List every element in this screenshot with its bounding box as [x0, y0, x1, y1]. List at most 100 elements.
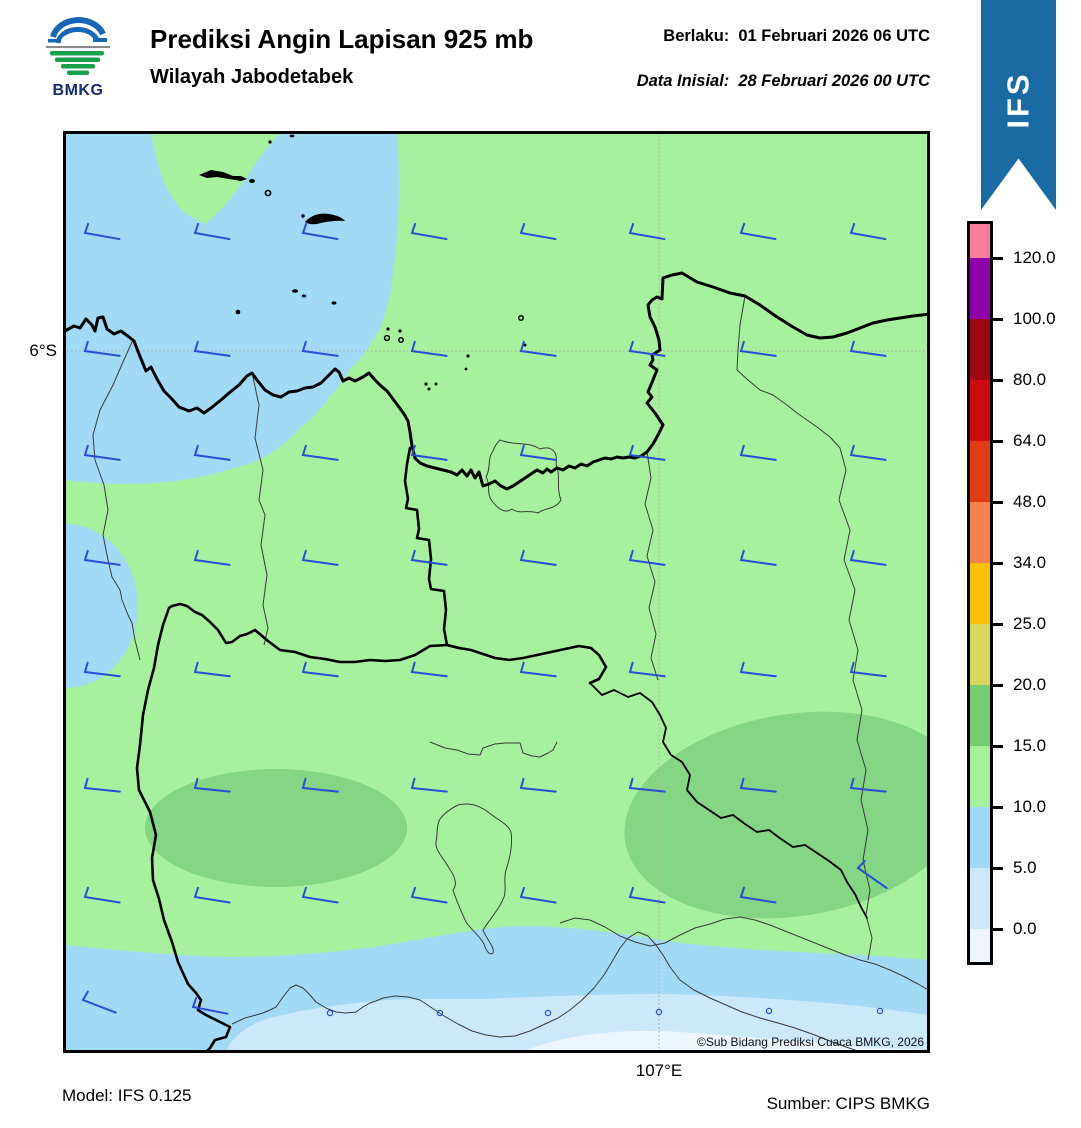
colorbar-segment: [970, 258, 990, 319]
colorbar-tick-label: 64.0: [1013, 431, 1047, 450]
colorbar-tick: [990, 805, 1003, 809]
wind-barb-icon: [628, 444, 666, 461]
wind-barb-icon: [410, 444, 448, 461]
admin-boundaries: [92, 295, 930, 1053]
wind-barb-icon: [628, 886, 666, 904]
model-label: Model: IFS 0.125: [62, 1086, 192, 1105]
wind-barb-icon: [83, 777, 121, 793]
wind-barb-icon: [739, 222, 777, 241]
wind-barb-icon: [519, 886, 557, 904]
calm-wind-icon: [436, 1009, 444, 1017]
wind-barb-icon: [628, 661, 666, 678]
wind-barb-icon: [301, 661, 339, 678]
wind-barb-icon: [628, 549, 666, 566]
colorbar-segment: [970, 868, 990, 929]
valid-time-value: 01 Februari 2026 06 UTC: [738, 27, 930, 45]
wind-barb-icon: [193, 661, 231, 678]
map-copyright: ©Sub Bidang Prediksi Cuaca BMKG, 2026: [697, 1035, 924, 1049]
colorbar-tick: [990, 744, 1003, 748]
wind-barb-icon: [739, 340, 777, 357]
wind-barb-icon: [739, 549, 777, 566]
init-time-row: Data Inisial: 28 Februari 2026 00 UTC: [637, 72, 930, 91]
wind-barb-icon: [519, 549, 557, 566]
wind-barb-icon: [193, 886, 231, 904]
init-time-value: 28 Februari 2026 00 UTC: [738, 72, 930, 90]
wind-barb-icon: [410, 340, 448, 357]
colorbar-segment: [970, 380, 990, 441]
wind-barb-icon: [193, 777, 231, 793]
page-subtitle: Wilayah Jabodetabek: [150, 66, 354, 88]
wind-barb-icon: [301, 777, 339, 793]
wind-barb-icon: [301, 886, 339, 904]
wind-barb-icon: [193, 444, 231, 461]
colorbar-segment: [970, 929, 990, 962]
colorbar-segment: [970, 624, 990, 685]
bmkg-logo-icon: [42, 12, 114, 84]
colorbar-tick: [990, 622, 1003, 626]
colorbar-tick: [990, 439, 1003, 443]
region-boundaries: [135, 446, 868, 1053]
colorbar-tick: [990, 256, 1003, 260]
wind-barb-icon: [301, 222, 339, 241]
valid-time-label: Berlaku:: [663, 27, 730, 45]
colorbar-tick: [990, 866, 1003, 870]
wind-band-below-0-south: [520, 1030, 930, 1053]
wind-barb-icon: [410, 661, 448, 678]
wind-barb-icon: [849, 777, 887, 793]
wind-barb-icon: [519, 340, 557, 357]
colorbar-segment: [970, 807, 990, 868]
colorbar-tick: [990, 683, 1003, 687]
wind-barb-icon: [849, 444, 887, 461]
colorbar-segment: [970, 685, 990, 746]
wind-barb-icon: [193, 549, 231, 566]
wind-barb-icon: [410, 777, 448, 793]
islands: [199, 134, 527, 391]
calm-wind-icon: [326, 1009, 334, 1017]
wind-barb-icon: [83, 444, 121, 461]
wind-barb-icon: [410, 549, 448, 566]
colorbar-tick-label: 80.0: [1013, 370, 1047, 389]
wind-barb-icon: [410, 222, 448, 241]
calm-wind-icon: [765, 1007, 773, 1015]
colorbar-segment: [970, 224, 990, 258]
colorbar-tick-label: 20.0: [1013, 675, 1047, 694]
wind-band-10-15-tongue: [151, 131, 282, 224]
colorbar-tick: [990, 317, 1003, 321]
colorbar-tick: [990, 378, 1003, 382]
map-frame: [63, 131, 930, 1053]
colorbar-frame: [967, 221, 993, 965]
wind-barb-icon: [628, 222, 666, 241]
wind-band-15-20-southwest: [145, 769, 407, 887]
model-ribbon-label: IFS: [1000, 71, 1036, 129]
latitude-tick-label: 6°S: [29, 341, 57, 360]
calm-wind-icon: [876, 1007, 884, 1015]
longitude-tick-label: 107°E: [635, 1061, 683, 1080]
colorbar-tick: [990, 500, 1003, 504]
wind-barb-icon: [519, 444, 557, 461]
colorbar-segment: [970, 441, 990, 502]
colorbar-tick-label: 15.0: [1013, 736, 1047, 755]
wind-barb-icon: [739, 886, 777, 904]
calm-wind-icon: [655, 1008, 663, 1016]
wind-barb-icon: [739, 777, 777, 793]
wind-barb-icon: [83, 222, 121, 241]
wind-barb-icon: [519, 661, 557, 678]
coastline: [63, 271, 930, 491]
init-time-label: Data Inisial:: [636, 72, 730, 90]
colorbar-tick-label: 100.0: [1013, 309, 1056, 328]
colorbar-tick-label: 48.0: [1013, 492, 1047, 511]
bmkg-logo-label: BMKG: [52, 82, 104, 99]
wind-barb-icon: [628, 777, 666, 793]
calm-wind-icon: [544, 1009, 552, 1017]
wind-band-15-20-southeast: [624, 711, 930, 919]
wind-barb-icon: [856, 860, 888, 890]
colorbar-segment: [970, 319, 990, 380]
page-title: Prediksi Angin Lapisan 925 mb: [150, 24, 534, 54]
wind-barb-icon: [81, 990, 117, 1014]
valid-time-row: Berlaku: 01 Februari 2026 06 UTC: [663, 27, 930, 46]
colorbar-segment: [970, 502, 990, 563]
wind-barb-icon: [849, 661, 887, 678]
wind-barb-icon: [301, 340, 339, 357]
wind-barb-icon: [849, 222, 887, 241]
